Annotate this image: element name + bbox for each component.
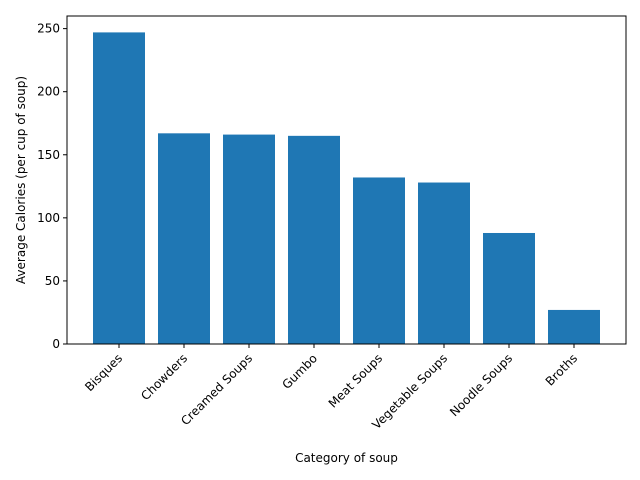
bar	[288, 135, 340, 344]
x-tick-label: Creamed Soups	[178, 351, 255, 428]
plot-frame	[66, 15, 627, 345]
bar	[93, 32, 145, 345]
bar	[223, 134, 275, 344]
bar	[548, 309, 600, 344]
x-tick-label: Chowders	[138, 351, 190, 403]
y-tick-label: 100	[37, 211, 60, 225]
y-axis-label: Average Calories (per cup of soup)	[14, 76, 28, 284]
bar	[353, 177, 405, 344]
y-tick-label: 200	[37, 85, 60, 99]
bars-group	[93, 32, 600, 345]
bar	[158, 133, 210, 344]
bar	[418, 182, 470, 344]
x-tick-label: Bisques	[82, 351, 125, 394]
y-tick-label: 150	[37, 148, 60, 162]
x-axis-label: Category of soup	[295, 451, 398, 465]
y-axis-ticks: 0 50 100 150 200 250	[37, 22, 67, 351]
y-tick-label: 0	[52, 337, 60, 351]
x-tick-label: Noodle Soups	[447, 351, 515, 419]
bar	[483, 232, 535, 344]
y-tick-label: 50	[45, 274, 60, 288]
x-tick-label: Meat Soups	[326, 351, 385, 410]
x-tick-label: Gumbo	[279, 351, 320, 392]
y-tick-label: 250	[37, 22, 60, 36]
x-tick-label: Broths	[543, 351, 580, 388]
